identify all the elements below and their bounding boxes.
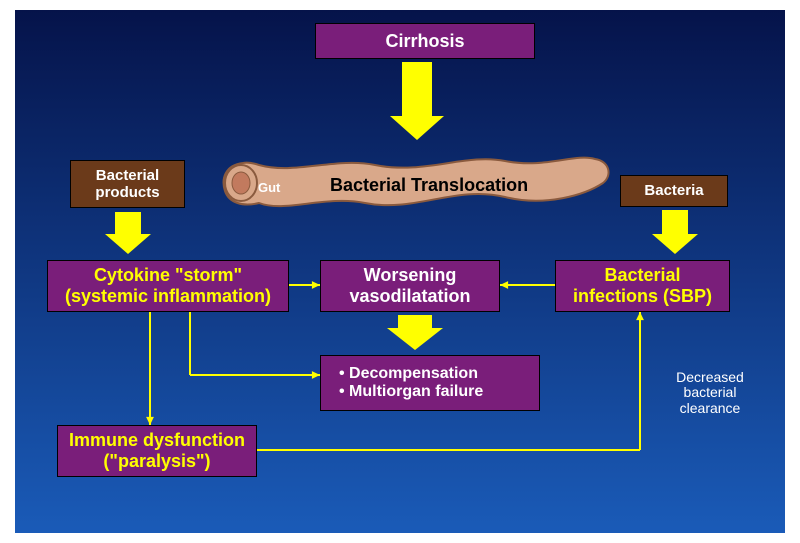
node-cirrhosis: Cirrhosis: [315, 23, 535, 59]
node-bacterial-infections: Bacterial infections (SBP): [555, 260, 730, 312]
node-bacterial-products: Bacterial products: [70, 160, 185, 208]
node-label: Bacteria: [644, 182, 703, 199]
outcome-item: Decompensation: [339, 365, 483, 383]
node-label: Bacterial products: [95, 167, 159, 202]
gut-tag: Gut: [258, 180, 280, 195]
node-label: Worsening vasodilatation: [349, 265, 470, 306]
outcome-item: Multiorgan failure: [339, 383, 483, 401]
node-bacteria: Bacteria: [620, 175, 728, 207]
node-cytokine-storm: Cytokine "storm" (systemic inflammation): [47, 260, 289, 312]
node-outcome: DecompensationMultiorgan failure: [320, 355, 540, 411]
node-label: Cirrhosis: [385, 31, 464, 52]
side-text-label: Decreased bacterial clearance: [676, 369, 744, 416]
node-label: Bacterial infections (SBP): [573, 265, 712, 306]
node-immune-dysfunction: Immune dysfunction ("paralysis"): [57, 425, 257, 477]
node-label: Immune dysfunction ("paralysis"): [69, 430, 245, 471]
node-label: Cytokine "storm" (systemic inflammation): [65, 265, 271, 306]
gut-main-label: Bacterial Translocation: [330, 175, 528, 196]
node-vasodilatation: Worsening vasodilatation: [320, 260, 500, 312]
label-decreased-clearance: Decreased bacterial clearance: [655, 370, 765, 416]
